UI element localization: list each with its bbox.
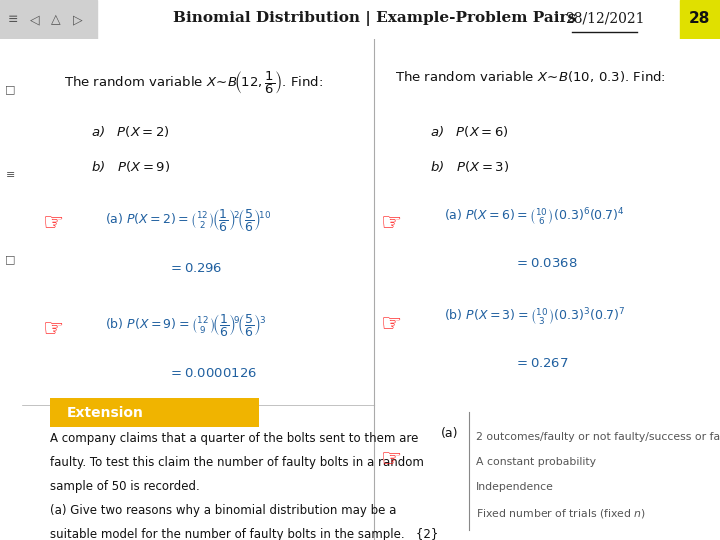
Text: ≡: ≡ [8,13,18,26]
Text: A constant probability: A constant probability [475,457,595,467]
Text: A company claims that a quarter of the bolts sent to them are: A company claims that a quarter of the b… [50,432,418,445]
Text: ☞: ☞ [382,312,402,336]
Bar [50,398,259,427]
Text: (b) $P(X = 3) = \binom{10}{3}(0.3)^{3}(0.7)^{7}$: (b) $P(X = 3) = \binom{10}{3}(0.3)^{3}(0… [444,307,625,328]
Text: 28/12/2021: 28/12/2021 [565,12,644,26]
Text: Binomial Distribution | Example-Problem Pairs: Binomial Distribution | Example-Problem … [173,11,576,26]
Text: Extension: Extension [67,406,144,420]
Text: sample of 50 is recorded.: sample of 50 is recorded. [50,481,199,494]
Text: △: △ [51,13,61,26]
Text: 2 outcomes/faulty or not faulty/success or fail: 2 outcomes/faulty or not faulty/success … [475,432,720,442]
Text: b)   $P(X = 9)$: b) $P(X = 9)$ [91,159,171,174]
Text: b)   $P(X = 3)$: b) $P(X = 3)$ [430,159,509,174]
Text: Fixed number of trials (fixed $n$): Fixed number of trials (fixed $n$) [475,508,645,521]
Text: Independence: Independence [475,482,554,492]
Text: (a) Give two reasons why a binomial distribution may be a: (a) Give two reasons why a binomial dist… [50,504,396,517]
Text: $= 0.296$: $= 0.296$ [168,262,222,275]
Text: suitable model for the number of faulty bolts in the sample.   {2}: suitable model for the number of faulty … [50,529,438,540]
Text: ☞: ☞ [382,212,402,236]
Text: $= 0.0368$: $= 0.0368$ [514,257,577,270]
Text: a)   $P(X = 6)$: a) $P(X = 6)$ [430,124,509,139]
Text: ◁: ◁ [30,13,40,26]
Bar [680,0,720,39]
Bar [0,0,97,39]
Text: The random variable $X\!\sim\!B\!\left(12,\dfrac{1}{6}\right)$. Find:: The random variable $X\!\sim\!B\!\left(1… [63,69,323,96]
Text: faulty. To test this claim the number of faulty bolts in a random: faulty. To test this claim the number of… [50,456,423,469]
Text: (b) $P(X = 9) = \binom{12}{9}\!\left(\dfrac{1}{6}\right)^{\!9}\!\left(\dfrac{5}{: (b) $P(X = 9) = \binom{12}{9}\!\left(\df… [105,312,266,338]
Text: (a) $P(X = 2) = \binom{12}{2}\!\left(\dfrac{1}{6}\right)^{\!2}\!\left(\dfrac{5}{: (a) $P(X = 2) = \binom{12}{2}\!\left(\df… [105,207,272,233]
Text: ☞: ☞ [382,447,402,471]
Text: ≡: ≡ [5,170,15,179]
Text: ▷: ▷ [73,13,83,26]
Text: □: □ [5,254,15,264]
Text: (a) $P(X = 6) = \binom{10}{6}(0.3)^{6}(0.7)^{4}$: (a) $P(X = 6) = \binom{10}{6}(0.3)^{6}(0… [444,207,625,228]
Text: □: □ [5,85,15,94]
Text: (a): (a) [441,427,458,440]
Text: $= 0.267$: $= 0.267$ [514,357,568,370]
Text: ☞: ☞ [42,317,63,341]
Text: a)   $P(X = 2)$: a) $P(X = 2)$ [91,124,171,139]
Text: The random variable $X\!\sim\!B(10,\,0.3)$. Find:: The random variable $X\!\sim\!B(10,\,0.3… [395,69,666,84]
Text: 28: 28 [689,11,711,26]
Text: $= 0.0000126$: $= 0.0000126$ [168,367,257,380]
Text: ☞: ☞ [42,212,63,236]
